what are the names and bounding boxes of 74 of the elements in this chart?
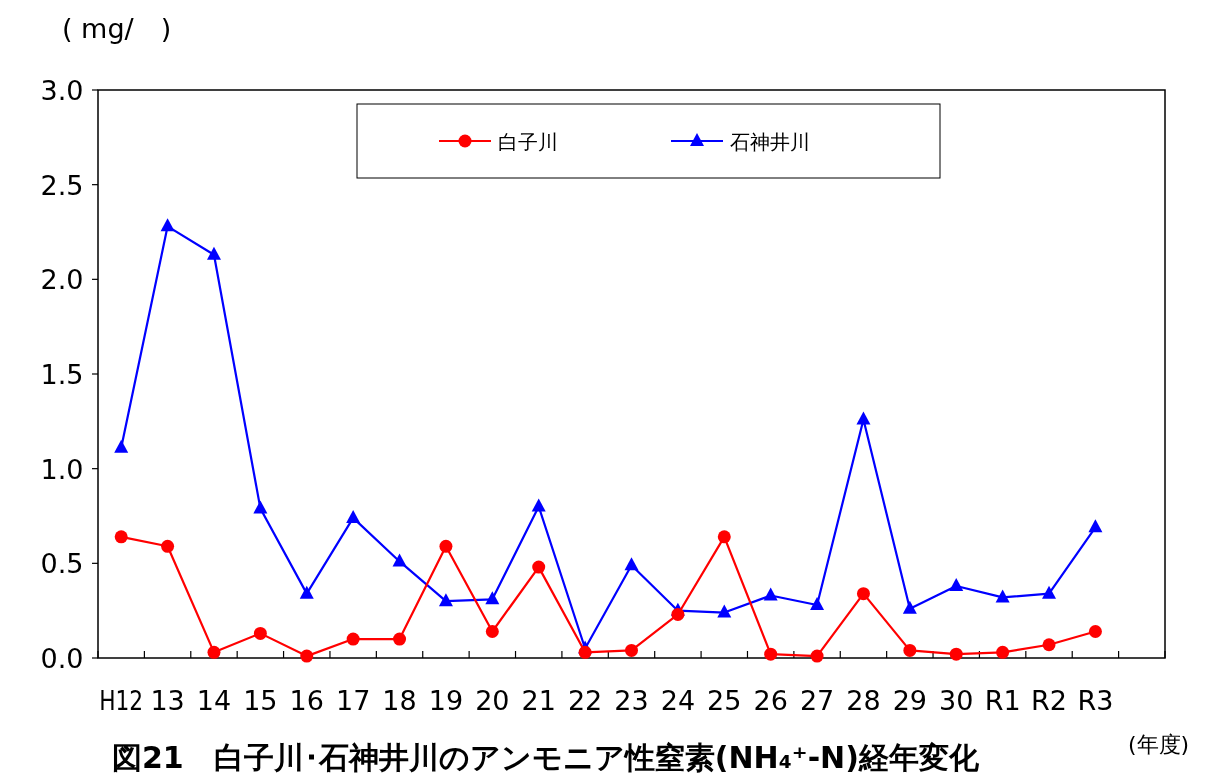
point: [346, 509, 361, 523]
point: [949, 578, 964, 592]
point: [161, 539, 175, 553]
point: [903, 643, 917, 657]
x-tick-label: 22: [567, 685, 603, 716]
y-tick-label: 1.5: [40, 359, 84, 390]
point: [206, 246, 221, 260]
point: [485, 624, 499, 638]
point: [532, 560, 546, 574]
point: [439, 539, 453, 553]
point: [996, 645, 1010, 659]
y-tick-label: 2.5: [40, 169, 84, 201]
y-tick-label: 1.0: [40, 453, 84, 485]
text: 図21 白子川･石神井川のアンモニア性窒素(NH₄⁺-N)経年変化: [112, 740, 980, 775]
point: [671, 607, 685, 621]
point: [253, 500, 268, 514]
point: [438, 593, 453, 607]
y-tick-label: 3.0: [40, 75, 84, 106]
x-tick-label: 14: [196, 685, 232, 716]
point: [392, 553, 407, 567]
point: [717, 604, 732, 618]
x-tick-label: 19: [428, 685, 464, 716]
point: [300, 649, 314, 663]
point: [764, 647, 778, 661]
point: [1088, 624, 1102, 638]
x-tick-label: 21: [521, 685, 556, 716]
legend-label: 石神井川: [730, 130, 810, 154]
point: [856, 411, 871, 425]
point: [253, 626, 267, 640]
x-tick-label: 30: [939, 685, 974, 716]
x-tick-label: 26: [753, 685, 788, 716]
point: [902, 600, 917, 614]
y-tick-label: 2.0: [40, 264, 84, 296]
x-tick-label: 18: [382, 685, 417, 716]
point: [763, 587, 778, 601]
point: [1042, 638, 1056, 652]
x-tick-label: 28: [846, 685, 881, 716]
point: [531, 498, 546, 512]
point: [856, 587, 870, 601]
point: [1088, 519, 1103, 533]
point: [160, 218, 175, 232]
point: [949, 647, 963, 661]
point: [995, 589, 1010, 603]
x-tick-label: 27: [799, 685, 835, 716]
point: [578, 645, 592, 659]
x-tick-label: 17: [335, 685, 371, 716]
x-tick-label: 23: [614, 685, 649, 716]
point: [717, 530, 731, 544]
y-tick-label: 0.5: [40, 548, 84, 580]
point: [299, 585, 314, 599]
text: (年度): [1128, 732, 1190, 757]
point: [114, 530, 128, 544]
x-tick-label: 20: [475, 685, 510, 716]
point: [485, 591, 500, 605]
point: [114, 439, 129, 453]
point: [1042, 585, 1057, 599]
x-tick-label: R1: [984, 685, 1021, 716]
y-tick-label: 0.0: [40, 643, 84, 674]
x-tick-label: 15: [243, 685, 278, 716]
point: [810, 596, 825, 610]
point: [624, 557, 639, 571]
point: [393, 632, 407, 646]
legend-label: 白子川: [498, 130, 558, 154]
point: [346, 632, 360, 646]
x-tick-label: R3: [1077, 685, 1114, 716]
point: [625, 643, 638, 657]
x-tick-label: 25: [707, 685, 742, 716]
point: [207, 645, 221, 659]
x-tick-label: 24: [660, 685, 696, 716]
x-tick-label: 16: [289, 685, 324, 716]
x-tick-label: 29: [892, 685, 928, 716]
point: [810, 649, 824, 663]
x-tick-label: R2: [1031, 685, 1067, 716]
y-axis-title: ( mg/ ): [62, 13, 172, 44]
